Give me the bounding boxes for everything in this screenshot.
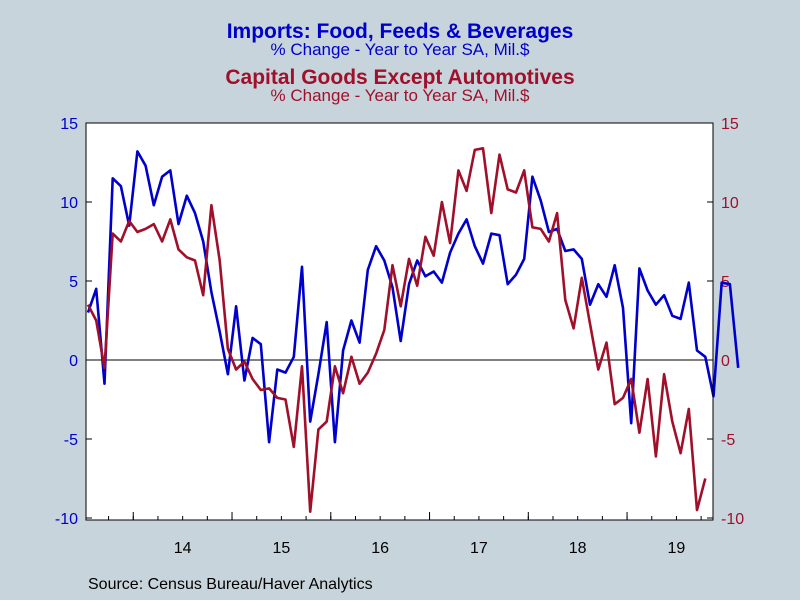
x-tick-label: 19 bbox=[668, 540, 686, 557]
series2-subtitle: % Change - Year to Year SA, Mil.$ bbox=[270, 86, 530, 105]
series-line-capital-goods bbox=[86, 147, 707, 514]
x-tick-label: 14 bbox=[174, 540, 192, 557]
y-tick-label-left: 10 bbox=[60, 195, 78, 212]
plot-area bbox=[85, 122, 714, 521]
series1-title: Imports: Food, Feeds & Beverages bbox=[226, 20, 574, 43]
plot-frame bbox=[85, 122, 714, 521]
y-tick-label-right: 10 bbox=[721, 195, 739, 212]
y-tick-label-right: 15 bbox=[721, 116, 739, 133]
x-tick-label: 16 bbox=[371, 540, 389, 557]
series2-title: Capital Goods Except Automotives bbox=[225, 66, 575, 89]
series1-subtitle: % Change - Year to Year SA, Mil.$ bbox=[270, 40, 530, 59]
x-tick-label: 17 bbox=[470, 540, 488, 557]
y-tick-label-left: 0 bbox=[69, 353, 78, 370]
y-tick-label-right: -5 bbox=[721, 432, 735, 449]
y-tick-label-right: -10 bbox=[721, 511, 744, 528]
source-note: Source: Census Bureau/Haver Analytics bbox=[88, 576, 373, 593]
y-tick-label-left: 15 bbox=[60, 116, 78, 133]
y-tick-label-left: -10 bbox=[55, 511, 78, 528]
x-tick-label: 18 bbox=[569, 540, 587, 557]
y-tick-label-left: -5 bbox=[64, 432, 78, 449]
y-tick-label-left: 5 bbox=[69, 274, 78, 291]
x-tick-label: 15 bbox=[273, 540, 291, 557]
y-tick-label-right: 0 bbox=[721, 353, 730, 370]
